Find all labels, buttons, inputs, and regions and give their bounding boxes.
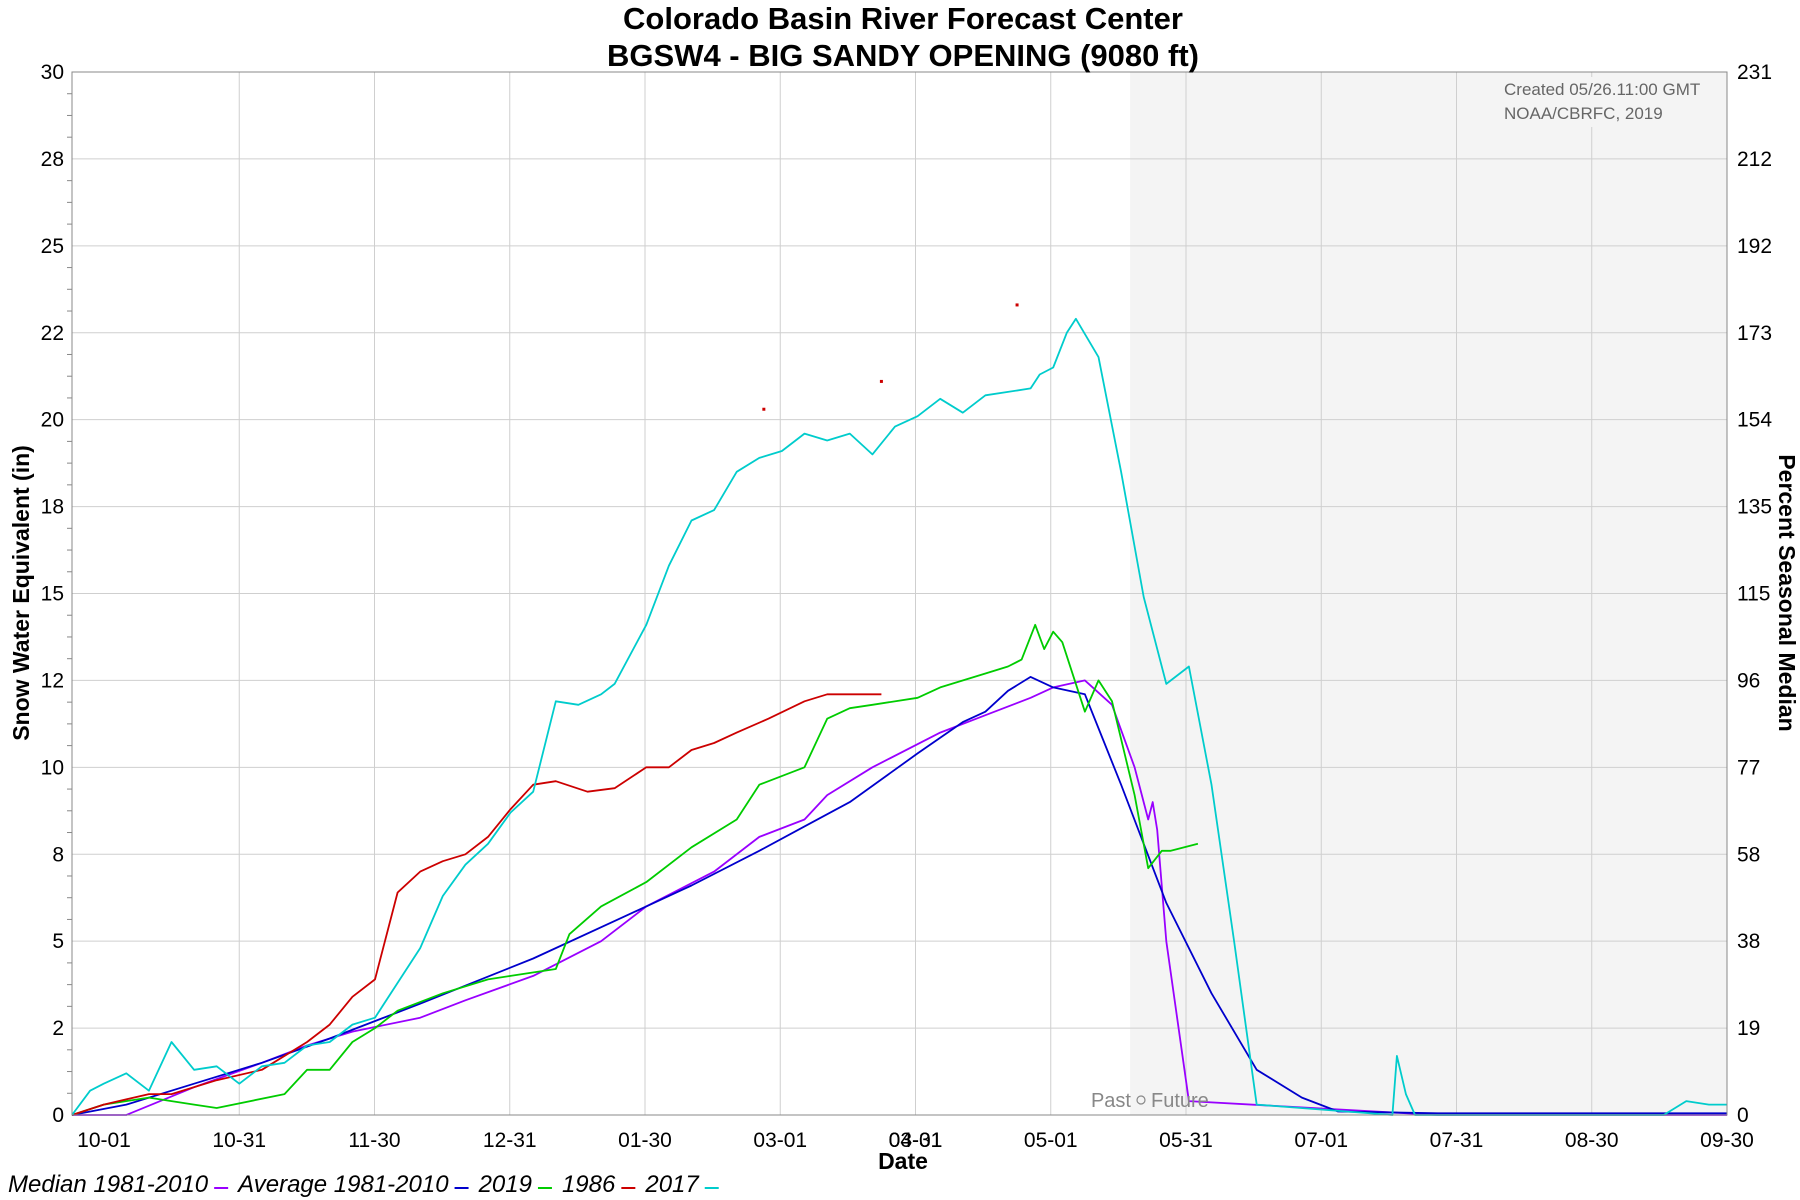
x-tick-label: 10-31: [212, 1129, 266, 1152]
series-point: [762, 407, 766, 411]
x-tick-label: 11-30: [348, 1129, 400, 1152]
x-tick-label: 07-31: [1430, 1129, 1484, 1152]
series-layer: [71, 303, 1727, 1116]
y-tick-label: 20: [41, 409, 64, 432]
legend: Median 1981-2010 Average 1981-2010 2019 198…: [8, 1171, 719, 1198]
y-tick-label: 8: [52, 843, 64, 866]
y2-tick-label: 58: [1737, 843, 1760, 866]
y-tick-label: 0: [52, 1104, 64, 1127]
y2-tick-label: 115: [1737, 583, 1770, 606]
plot-frame: [71, 71, 1728, 1116]
series-line: [71, 676, 1727, 1116]
forecast-divider-marker: [1136, 1095, 1146, 1105]
y2-tick-label: 173: [1737, 322, 1772, 345]
y2-tick-label: 77: [1737, 756, 1760, 779]
legend-label: Average 1981-2010: [236, 1171, 449, 1198]
series-line: [71, 623, 1199, 1116]
y-tick-label: 30: [41, 61, 64, 84]
y2-tick-label: 0: [1737, 1104, 1749, 1127]
series-line: [71, 693, 882, 1116]
y2-tick-label: 192: [1737, 235, 1772, 258]
y-tick-label: 5: [52, 930, 64, 953]
x-tick-label: 03-31: [889, 1129, 943, 1152]
x-tick-label: 10-01: [77, 1129, 131, 1152]
grid: [72, 72, 1727, 1115]
legend-label: Median 1981-2010: [8, 1171, 209, 1198]
past-label: Past: [1091, 1090, 1131, 1112]
future-label: Future: [1151, 1090, 1209, 1112]
legend-label: 2017: [644, 1171, 700, 1198]
created-note: Created 05/26.11:00 GMT: [1504, 80, 1700, 99]
x-tick-label: 05-31: [1159, 1129, 1213, 1152]
x-tick-label: 04-01: [889, 1129, 943, 1152]
y2-tick-label: 96: [1737, 669, 1760, 692]
x-tick-label: 03-01: [753, 1129, 807, 1152]
x-tick-label: 01-30: [618, 1129, 672, 1152]
legend-label: 1986: [562, 1171, 616, 1198]
y-axis-label: Snow Water Equivalent (in): [8, 445, 34, 741]
x-tick-label: 12-31: [483, 1129, 537, 1152]
y2-axis-label: Percent Seasonal Median: [1774, 454, 1800, 731]
y2-tick-label: 19: [1737, 1017, 1760, 1040]
agency-note: NOAA/CBRFC, 2019: [1504, 104, 1663, 123]
x-tick-label: 05-01: [1024, 1129, 1078, 1152]
y-tick-label: 25: [41, 235, 64, 258]
x-tick-label: 07-01: [1294, 1129, 1348, 1152]
series-line: [71, 317, 1727, 1116]
chart-subtitle: BGSW4 - BIG SANDY OPENING (9080 ft): [607, 38, 1199, 73]
series-point: [879, 379, 883, 383]
series-line: [72, 679, 1727, 1116]
legend-label: 2019: [478, 1171, 532, 1198]
x-axis-ticks: 10-01 10-31 11-30 12-31 01-30 03-01 03-3104-01…: [77, 1129, 1754, 1152]
y-tick-label: 15: [41, 583, 64, 606]
y2-axis-ticks: 0 19 38 58 77 96 115 135 154 173 192 212 231: [1737, 61, 1772, 1127]
x-tick-label: 09-30: [1700, 1129, 1754, 1152]
series-point: [1015, 303, 1019, 307]
y-tick-label: 22: [41, 322, 64, 345]
y-tick-label: 12: [41, 669, 64, 692]
y2-tick-label: 135: [1737, 496, 1772, 519]
y2-tick-label: 212: [1737, 148, 1772, 171]
y-tick-label: 2: [52, 1017, 64, 1040]
y-tick-label: 18: [41, 496, 64, 519]
note-box: [1498, 77, 1722, 127]
y-tick-label: 28: [41, 148, 64, 171]
y2-tick-label: 38: [1737, 930, 1760, 953]
chart-title: Colorado Basin River Forecast Center: [623, 1, 1183, 36]
y-tick-label: 10: [41, 756, 64, 779]
x-tick-label: 08-30: [1565, 1129, 1619, 1152]
y2-tick-label: 154: [1737, 409, 1772, 432]
x-axis-label: Date: [878, 1148, 928, 1174]
y2-tick-label: 231: [1737, 61, 1772, 84]
